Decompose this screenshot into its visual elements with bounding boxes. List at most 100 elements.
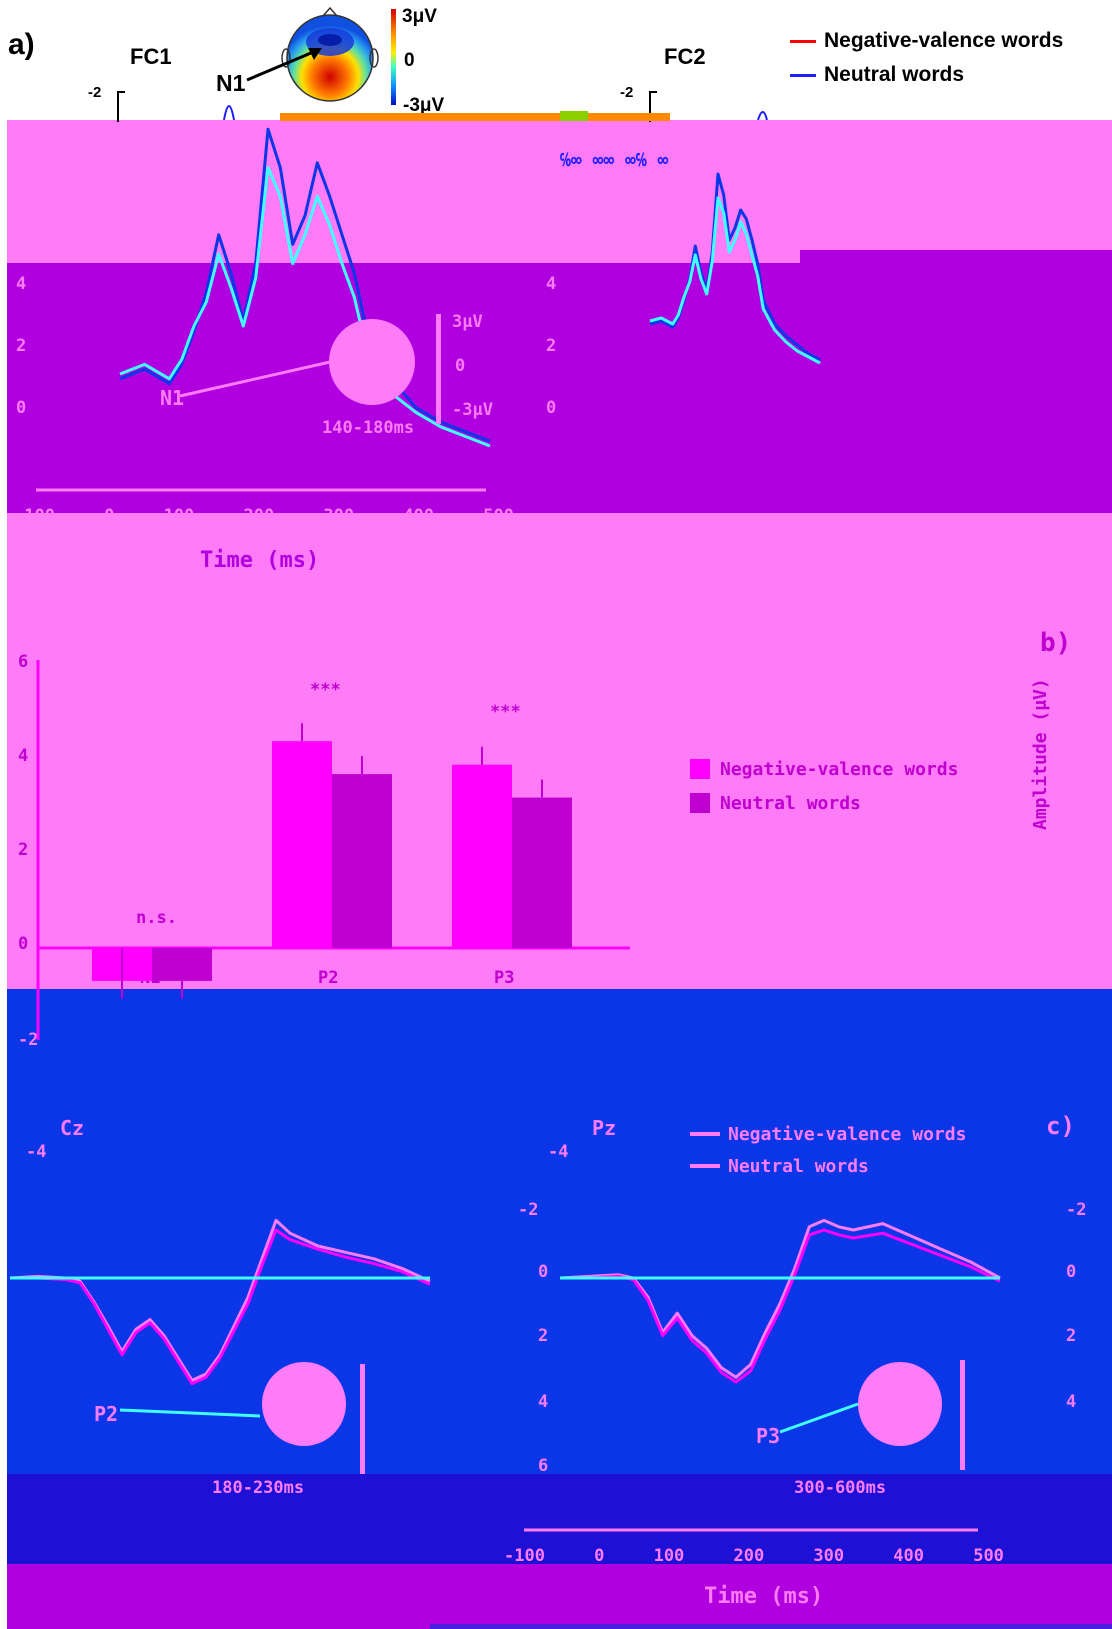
ytick-c3-0: 0 [1066, 1262, 1077, 1282]
ytick-b-6: 6 [18, 652, 29, 672]
legend-c-item-negative: Negative-valence words [690, 1118, 966, 1150]
colorbar-c-left [360, 1364, 365, 1474]
legend-c-swatch-neutral [690, 1164, 720, 1168]
colorbar-min-label: -3μV [403, 95, 445, 116]
ytick-c2-neg2: -2 [518, 1200, 539, 1220]
sig-p3: *** [490, 702, 521, 722]
panel-letter-b: b) [1040, 628, 1072, 658]
bar-p2-neutral [332, 774, 392, 948]
topo-window-c-left: 180-230ms [212, 1478, 305, 1498]
component-label-n1-mid: N1 [160, 386, 185, 410]
ytick-c2-2: 2 [538, 1326, 549, 1346]
p2-arrow [119, 1408, 261, 1418]
topo-window-label: 140-180ms [322, 418, 415, 438]
ytick-c3-2: 2 [1066, 1326, 1077, 1346]
xtick-c-1: 0 [594, 1546, 605, 1566]
ytick-c2-4: 4 [538, 1392, 549, 1412]
bar-legend: Negative-valence words Neutral words [690, 752, 958, 820]
y-axis-bracket-left [117, 91, 125, 122]
y-axis-bracket-right [649, 91, 657, 122]
ytick-a2-0: 0 [546, 398, 557, 418]
ytick-b-0: 0 [18, 934, 29, 954]
xticks-a: -100 0 100 200 300 400 500 [14, 506, 514, 526]
channel-label-fc1: FC1 [130, 44, 172, 69]
colorbar-top [391, 9, 396, 105]
colorbar-a-mid [436, 314, 441, 424]
ytick-a2-2: 2 [546, 336, 557, 356]
bar-group-p3: P3 [494, 968, 515, 988]
bar-legend-swatch-neutral [690, 793, 710, 813]
ytick-c3-neg2: -2 [1066, 1200, 1087, 1220]
topomap-a-mid [329, 319, 415, 405]
p3-arrow [779, 1402, 859, 1434]
legend-c-item-neutral: Neutral words [690, 1150, 966, 1182]
ytick-c3-4: 4 [1066, 1392, 1077, 1412]
legend-c-swatch-negative [690, 1132, 720, 1136]
legend-swatch-negative [790, 39, 816, 43]
component-label-n1-top: N1 [216, 70, 246, 96]
xtick-a-6: 500 [483, 506, 514, 526]
xtick-c-6: 500 [973, 1546, 1004, 1566]
legend-label-neutral: Neutral words [824, 63, 965, 86]
xtick-c-5: 400 [893, 1546, 925, 1566]
legend-c-label-negative: Negative-valence words [728, 1123, 967, 1145]
bar-group-p2: P2 [318, 968, 339, 988]
legend-swatch-neutral [790, 73, 816, 77]
ytick-a-2: 2 [16, 336, 27, 356]
band-purple-right-notch [800, 250, 1112, 263]
axis-time-a: Time (ms) [200, 548, 320, 573]
bar-p3-negative [452, 764, 512, 948]
ytick-c2-6: 6 [538, 1456, 549, 1476]
band-bottom-strip [430, 1624, 1112, 1629]
panel-letter-a: a) [8, 28, 35, 61]
erp-line-fc1-negative [119, 127, 491, 443]
channel-label-pz: Pz [592, 1116, 617, 1140]
band-purple-lower [7, 1564, 1112, 1629]
legend-c-label-neutral: Neutral words [728, 1155, 869, 1177]
erp-line-cz-neutral [10, 1228, 431, 1386]
channel-label-cz: Cz [60, 1116, 85, 1140]
erp-line-fc2-negative [649, 172, 821, 362]
bar-p3-neutral [512, 797, 572, 948]
topo-window-strip [280, 113, 670, 121]
panel-letter-c: c) [1046, 1112, 1075, 1140]
xtick-c-0: -100 [504, 1546, 545, 1566]
colorbar-max-label: 3μV [402, 6, 437, 27]
topo-window-strip-tip [560, 111, 588, 121]
xtick-a-3: 200 [243, 506, 275, 526]
xtick-c-3: 200 [733, 1546, 765, 1566]
xtick-c-2: 100 [653, 1546, 685, 1566]
ytick-c2-neg4: -4 [548, 1142, 569, 1162]
xtick-a-2: 100 [163, 506, 195, 526]
component-label-p3: P3 [756, 1424, 781, 1448]
n1-arrow [246, 48, 322, 82]
topomap-c-right [858, 1362, 942, 1446]
top-white-band [0, 0, 1112, 120]
colorbar-mid-label: 0 [404, 50, 415, 71]
legend-c: Negative-valence words Neutral words [690, 1118, 966, 1182]
xtick-a-4: 300 [323, 506, 355, 526]
xticks-c: -100 0 100 200 300 400 500 [504, 1546, 1004, 1566]
bar-legend-item-neutral: Neutral words [690, 786, 958, 820]
n1-arrow-mid [179, 360, 331, 398]
erp-line-pz-negative [559, 1218, 1001, 1379]
scatter-tokens: ℅∞ ∞∞ ∞℅ ∞ [560, 150, 669, 171]
ytick-b-4: 4 [18, 746, 29, 766]
xtick-a-1: 0 [104, 506, 115, 526]
topo-window-c-right: 300-600ms [794, 1478, 887, 1498]
legend-item-neutral: Neutral words [790, 58, 1063, 92]
cbar-lo-mid: -3μV [452, 400, 493, 420]
erp-line-fc2-neutral [649, 196, 821, 365]
erp-line-pz-neutral [560, 1228, 1001, 1384]
colorbar-c-right [960, 1360, 965, 1470]
erp-peek-left [223, 105, 235, 121]
ytick-top-left: -2 [88, 84, 102, 101]
component-label-p2: P2 [94, 1402, 119, 1426]
sig-p2: *** [310, 680, 341, 700]
ytick-a-4: 4 [16, 274, 27, 294]
legend-top: Negative-valence words Neutral words [790, 24, 1063, 92]
xtick-a-5: 400 [403, 506, 435, 526]
